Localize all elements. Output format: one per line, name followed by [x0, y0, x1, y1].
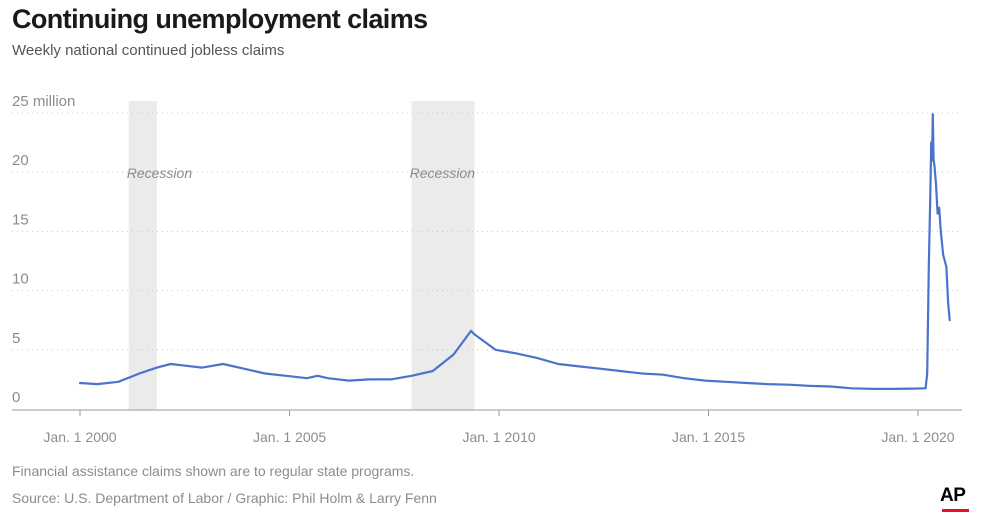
- y-tick-label-25: 25 million: [12, 93, 75, 110]
- source-credit: Source: U.S. Department of Labor / Graph…: [12, 490, 437, 506]
- recession-bands: [128, 101, 475, 410]
- recession-band-2: [411, 101, 475, 410]
- y-tick-label-10: 10: [12, 271, 29, 288]
- y-axis-labels: 0 5 10 15 20 25 million: [12, 93, 75, 406]
- recession-labels: Recession Recession: [127, 165, 475, 181]
- footnote: Financial assistance claims shown are to…: [12, 463, 415, 479]
- y-tick-label-5: 5: [12, 330, 20, 347]
- x-tick-label-2: Jan. 1 2005: [253, 429, 326, 445]
- recession-band-1: [128, 101, 157, 410]
- chart-title: Continuing unemployment claims: [12, 4, 428, 34]
- y-tick-label-0: 0: [12, 389, 20, 406]
- ap-logo: AP: [940, 486, 972, 514]
- y-tick-label-15: 15: [12, 211, 29, 228]
- line-chart: Jan. 1 2000 Jan. 1 2005 Jan. 1 2010 Jan. 1 …: [12, 93, 962, 445]
- series-line-1: [78, 113, 951, 390]
- x-tick-label-5: Jan. 1 2020: [881, 429, 954, 445]
- recession-label-1: Recession: [127, 165, 193, 181]
- ap-logo-bar: [942, 509, 969, 512]
- recession-label-2: Recession: [410, 165, 476, 181]
- x-axis: Jan. 1 2000 Jan. 1 2005 Jan. 1 2010 Jan. 1 …: [12, 409, 962, 445]
- x-tick-label-3: Jan. 1 2010: [462, 429, 535, 445]
- x-tick-label-4: Jan. 1 2015: [672, 429, 745, 445]
- gridlines: [12, 112, 962, 351]
- series: [78, 113, 951, 390]
- y-tick-label-20: 20: [12, 152, 29, 169]
- chart-subtitle: Weekly national continued jobless claims: [12, 42, 285, 59]
- x-tick-label-1: Jan. 1 2000: [43, 429, 116, 445]
- ap-logo-text: AP: [940, 485, 966, 506]
